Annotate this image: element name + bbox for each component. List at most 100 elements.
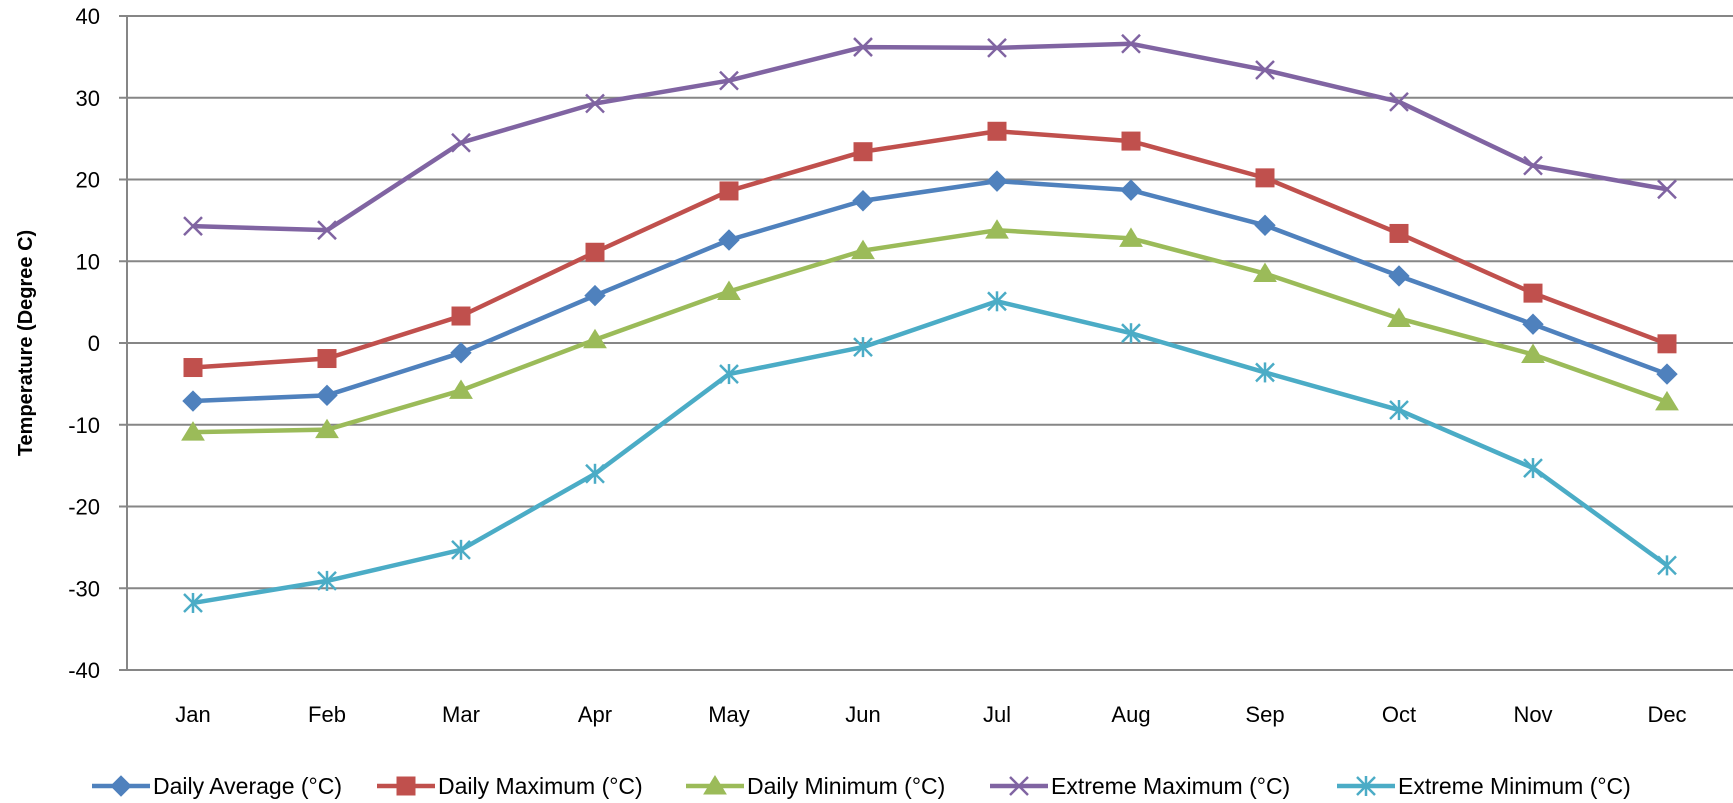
series-4 (183, 33, 1677, 241)
marker-x-stroke (719, 70, 739, 91)
y-tick-label: 10 (76, 249, 100, 274)
data-point (1523, 458, 1543, 479)
x-tick-label: Jan (175, 702, 210, 727)
data-point (1657, 179, 1677, 200)
marker-x-stroke (1121, 33, 1141, 54)
y-tick-label: 20 (76, 168, 100, 193)
data-point (1254, 214, 1276, 236)
data-point (183, 216, 203, 236)
x-tick-label: Aug (1111, 702, 1150, 727)
x-tick-label: Jul (983, 702, 1011, 727)
legend-item: Daily Maximum (°C) (377, 773, 643, 799)
data-point (1388, 265, 1410, 287)
data-point (182, 390, 204, 412)
marker-x-stroke (317, 220, 337, 241)
data-point (1387, 307, 1411, 327)
data-point (852, 190, 874, 212)
data-point (585, 463, 605, 484)
legend-item: Daily Average (°C) (92, 773, 342, 799)
legend-label: Daily Average (°C) (153, 773, 342, 799)
y-axis-title: Temperature (Degree C) (15, 230, 37, 456)
y-tick-label: 30 (76, 86, 100, 111)
legend-label: Extreme Maximum (°C) (1051, 773, 1290, 799)
legend-swatch-marker (396, 776, 416, 796)
marker-x-stroke (987, 37, 1007, 58)
data-point (451, 132, 471, 153)
data-point (1121, 131, 1141, 151)
x-tick-label: May (708, 702, 750, 727)
data-point (986, 170, 1008, 192)
y-tick-label: -30 (68, 576, 100, 601)
data-point (1523, 155, 1543, 176)
data-point (450, 342, 472, 364)
legend: Daily Average (°C) Daily Maximum (°C) Dail… (92, 773, 1631, 799)
x-tick-label: Dec (1647, 702, 1686, 727)
legend-item: Extreme Minimum (°C) (1337, 773, 1631, 799)
data-point (585, 93, 605, 114)
data-point (1119, 227, 1143, 247)
legend-item: Extreme Maximum (°C) (990, 773, 1290, 799)
data-point (181, 421, 205, 441)
series-line (192, 227, 1668, 435)
y-tick-label: 0 (88, 331, 100, 356)
data-point (315, 418, 339, 439)
data-point (853, 37, 873, 57)
x-tick-label: Sep (1245, 702, 1284, 727)
marker-x-stroke (1389, 91, 1409, 112)
data-point (1656, 363, 1678, 385)
legend-swatch-marker (110, 775, 132, 797)
data-point (987, 37, 1007, 58)
y-tick-label: 40 (76, 4, 100, 29)
data-point (583, 328, 607, 349)
data-point (719, 181, 739, 201)
legend-swatch-marker (703, 775, 727, 795)
data-point (1255, 168, 1275, 188)
data-point (316, 384, 338, 407)
x-tick-label: Nov (1513, 702, 1552, 727)
marker-x-stroke (1009, 776, 1029, 796)
legend-item: Daily Minimum (°C) (686, 773, 945, 799)
legend-label: Daily Maximum (°C) (438, 773, 643, 799)
data-point (1657, 334, 1677, 354)
series-2 (183, 121, 1677, 378)
data-point (584, 284, 606, 307)
legend-label: Extreme Minimum (°C) (1398, 773, 1631, 799)
series-line (192, 299, 1669, 606)
data-point (719, 364, 739, 385)
x-tick-label: Apr (578, 702, 612, 727)
y-tick-label: -40 (68, 658, 100, 683)
data-point (1389, 223, 1409, 243)
data-point (451, 539, 471, 560)
data-point (317, 220, 337, 241)
data-point (985, 219, 1009, 239)
marker-x-stroke (853, 37, 873, 57)
x-tick-label: Feb (308, 702, 346, 727)
legend-swatch-marker (1009, 776, 1029, 796)
data-point (987, 121, 1007, 141)
gridlines (127, 15, 1733, 671)
data-point (1389, 91, 1409, 112)
marker-x-stroke (585, 93, 605, 114)
data-point (717, 280, 741, 300)
data-point (183, 358, 203, 378)
series-line (192, 178, 1668, 404)
marker-x-stroke (1523, 155, 1543, 176)
data-point (317, 570, 337, 591)
data-point (718, 229, 740, 251)
data-point (1255, 362, 1275, 383)
data-point (851, 239, 875, 260)
data-point (1523, 283, 1543, 303)
series-line (192, 41, 1668, 233)
data-point (317, 349, 337, 369)
series-3 (181, 219, 1679, 441)
legend-swatch-marker (1356, 776, 1376, 796)
data-point (1657, 555, 1677, 576)
data-point (853, 337, 873, 358)
x-tick-label: Mar (442, 702, 480, 727)
legend-label: Daily Minimum (°C) (747, 773, 945, 799)
data-point (987, 291, 1007, 312)
data-point (1121, 323, 1141, 344)
data-point (1389, 400, 1409, 421)
